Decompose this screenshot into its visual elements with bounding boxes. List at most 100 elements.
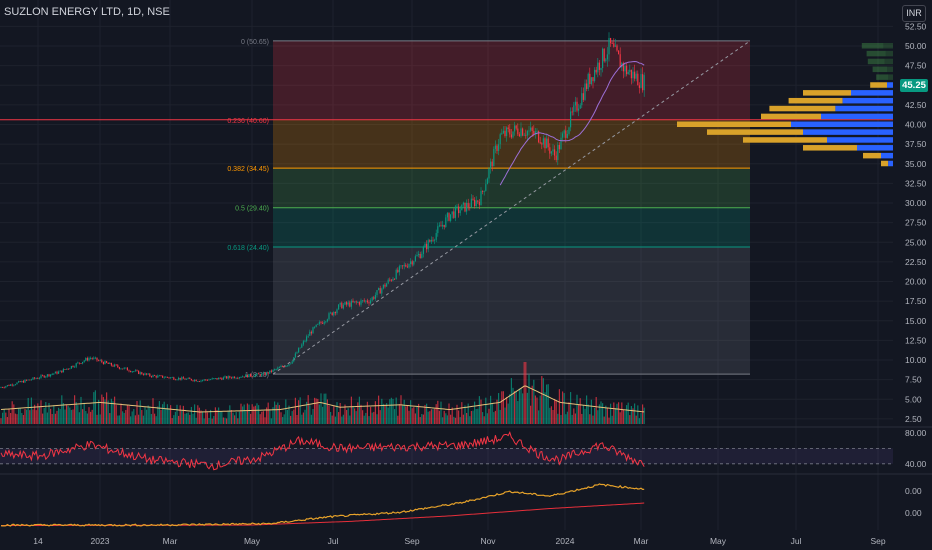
fib-zone — [273, 119, 750, 169]
volume-bar — [477, 408, 479, 424]
volume-bar — [526, 392, 528, 424]
candle-body — [109, 362, 111, 364]
volume-bar — [254, 405, 256, 424]
candle-body — [256, 373, 258, 375]
time-axis[interactable]: 14 2023 Mar May Jul Sep Nov 2024 Mar May Jul Sep — [33, 536, 886, 546]
candle-body — [477, 200, 479, 202]
volume-profile-bar-up — [743, 137, 827, 143]
fibonacci-retracement[interactable]: 0 (50.65) 0.236 (40.60) 0.382 (34.45) 0.5 (… — [0, 39, 893, 379]
volume-bar — [530, 405, 532, 424]
volume-bar — [315, 398, 317, 424]
volume-bar — [272, 407, 274, 424]
candle-body — [248, 373, 250, 378]
candle-body — [486, 178, 488, 185]
volume-bar — [218, 407, 220, 424]
volume-bar — [202, 411, 204, 424]
volume-bar — [629, 415, 631, 424]
candle-body — [421, 253, 423, 259]
volume-bar — [53, 405, 55, 424]
price-tick-label: 50.00 — [905, 41, 927, 51]
candle-body — [149, 373, 151, 377]
candle-body — [232, 376, 234, 379]
volume-profile-bar-down — [821, 113, 893, 120]
volume-profile-bar-down — [887, 66, 893, 73]
volume-bar — [325, 393, 327, 424]
volume-profile-bar-down — [791, 121, 893, 127]
candle-body — [37, 378, 39, 379]
candle-body — [555, 155, 557, 160]
candle-body — [277, 367, 279, 369]
candle-body — [429, 240, 431, 242]
currency-badge[interactable]: INR — [902, 5, 926, 22]
volume-profile-bar-up — [881, 160, 889, 167]
candle-body — [538, 131, 540, 143]
volume-bar — [354, 408, 356, 424]
volume-bar — [173, 415, 175, 424]
volume-bar — [101, 394, 103, 424]
volume-profile-bar-up — [867, 58, 885, 65]
volume-bar — [102, 397, 104, 424]
volume-bar — [61, 395, 63, 424]
symbol-title[interactable]: SUZLON ENERGY LTD, 1D, NSE — [4, 6, 170, 18]
volume-bar — [581, 413, 583, 424]
volume-bar — [51, 414, 53, 424]
volume-bar — [339, 402, 341, 424]
candle-body — [322, 322, 324, 324]
volume-bar — [171, 418, 173, 424]
price-tick-label: 5.00 — [905, 394, 922, 404]
volume-bar — [93, 392, 95, 424]
volume-bar — [474, 401, 476, 424]
volume-bar — [442, 417, 444, 424]
candle-body — [19, 381, 21, 383]
candle-body — [237, 377, 239, 379]
candle-body — [218, 377, 220, 380]
volume-profile-bar-down — [888, 160, 893, 167]
volume-bar — [242, 406, 244, 424]
volume-bar — [517, 401, 519, 424]
candle-body — [262, 372, 264, 374]
candle-body — [451, 211, 453, 215]
candle-body — [394, 278, 396, 280]
volume-profile-bar-up — [769, 105, 836, 112]
volume-bar — [350, 396, 352, 424]
candle-body — [245, 374, 247, 378]
candle-body — [334, 311, 336, 314]
candle-body — [5, 386, 7, 388]
volume-bar — [586, 395, 588, 424]
candle-body — [50, 374, 52, 377]
candle-body — [32, 377, 34, 380]
candle-body — [606, 54, 608, 60]
candle-body — [142, 374, 144, 375]
volume-bar — [592, 415, 594, 424]
volume-bar — [131, 411, 133, 424]
candle-body — [640, 74, 642, 88]
volume-bar — [536, 397, 538, 424]
volume-bar — [438, 410, 440, 424]
candle-body — [131, 371, 133, 373]
candle-body — [446, 213, 448, 218]
candle-body — [373, 297, 375, 299]
candle-body — [634, 71, 636, 79]
price-tick-label: 2.50 — [905, 414, 922, 424]
volume-bar — [542, 378, 544, 424]
volume-bar — [306, 401, 308, 424]
candle-body — [470, 198, 472, 208]
price-axis[interactable]: 52.5050.0047.5045.0042.5040.0037.5035.00… — [905, 21, 927, 518]
candle-body — [403, 264, 405, 267]
volume-bar — [48, 402, 50, 424]
volume-bar — [3, 409, 5, 424]
candle-body — [205, 379, 207, 381]
volume-bar — [574, 413, 576, 424]
volume-bar — [222, 417, 224, 424]
candle-body — [214, 378, 216, 379]
candle-body — [630, 69, 632, 79]
candle-body — [0, 387, 2, 389]
candle-body — [285, 365, 287, 367]
candle-body — [112, 365, 114, 367]
candle-body — [138, 370, 140, 374]
volume-bar — [150, 414, 152, 424]
volume-bar — [590, 399, 592, 424]
candle-body — [589, 73, 591, 85]
candle-body — [59, 370, 61, 372]
